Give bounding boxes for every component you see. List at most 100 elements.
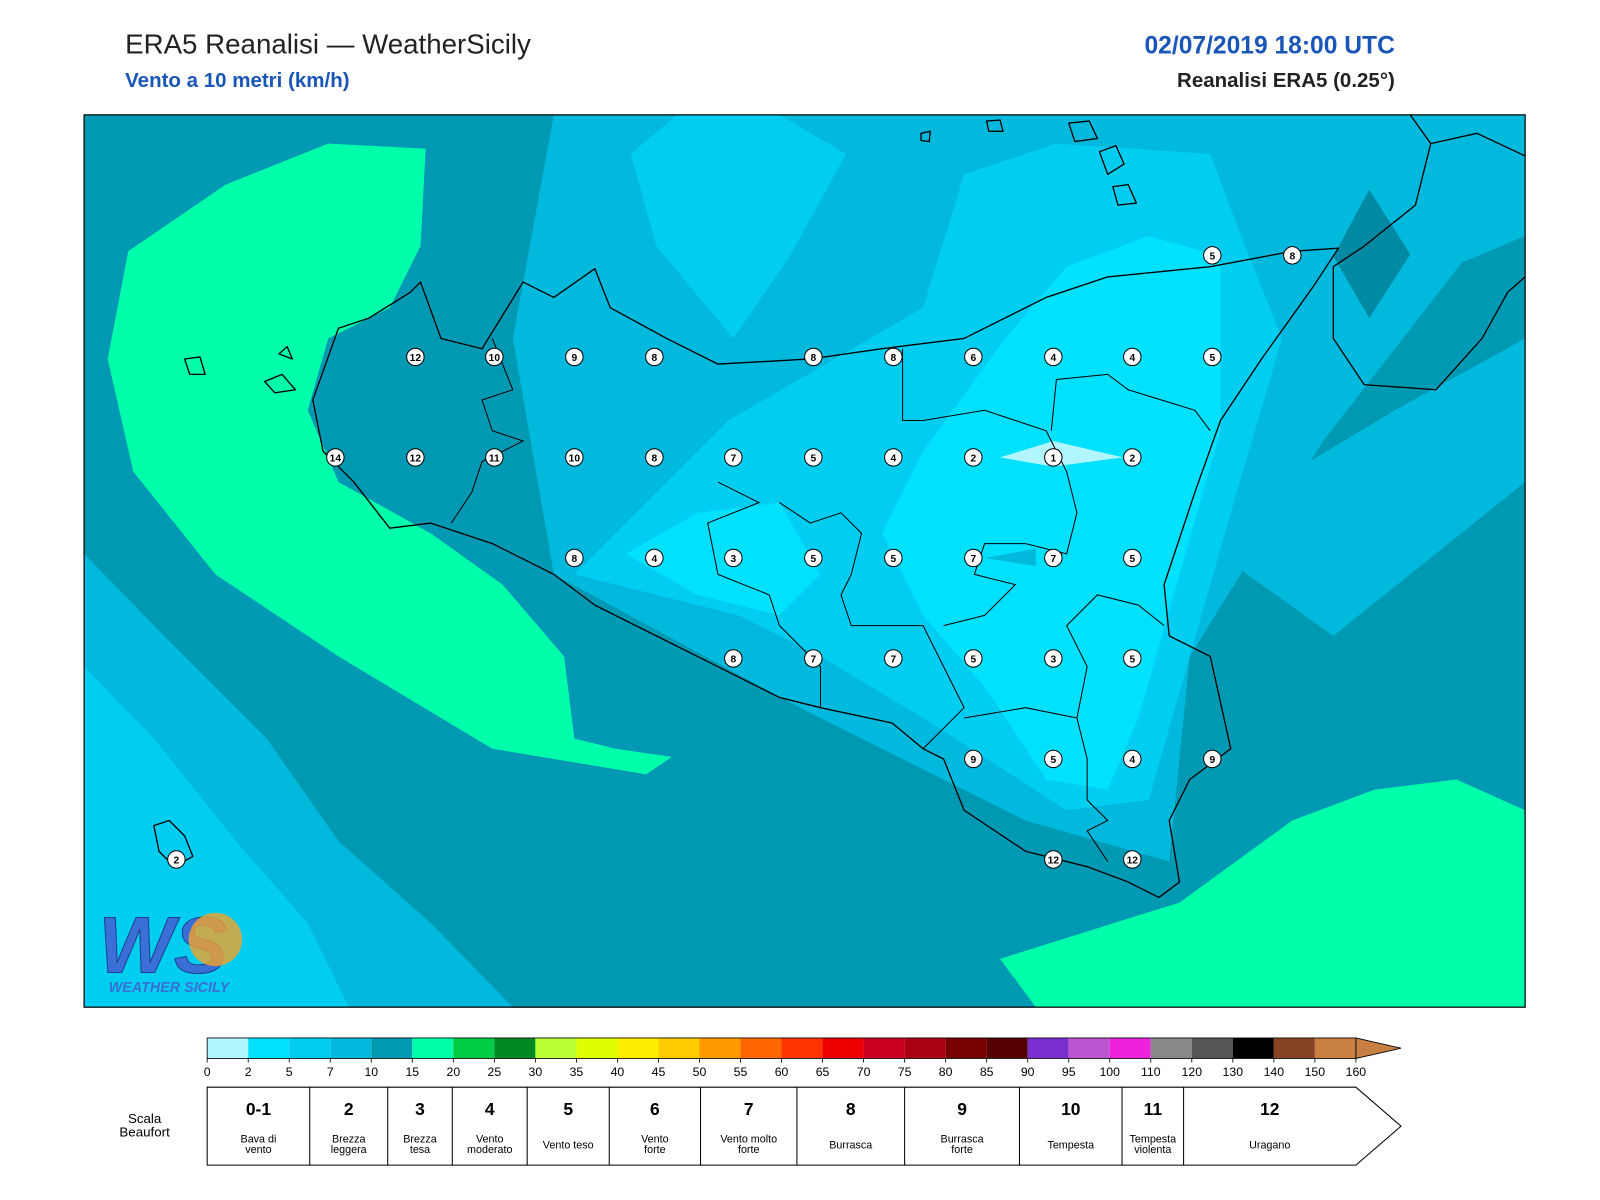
colorbar-tick-label: 7 bbox=[327, 1065, 334, 1079]
source: Reanalisi ERA5 (0.25°) bbox=[1177, 69, 1395, 92]
station-value: 1 bbox=[1050, 454, 1056, 465]
beaufort-force: 0-1 bbox=[246, 1099, 271, 1119]
station-marker bbox=[565, 548, 584, 568]
beaufort-force: 2 bbox=[344, 1099, 354, 1119]
beaufort-desc: Bava di bbox=[241, 1134, 277, 1146]
beaufort-desc: moderato bbox=[467, 1144, 512, 1156]
station-value: 4 bbox=[652, 554, 658, 565]
station-marker bbox=[485, 448, 504, 467]
station-value: 8 bbox=[810, 353, 816, 364]
beaufort-force: 11 bbox=[1144, 1099, 1163, 1119]
station-marker bbox=[1044, 448, 1063, 467]
colorbar-tick-label: 85 bbox=[980, 1065, 994, 1079]
colorbar-arrow bbox=[1355, 1037, 1402, 1059]
beaufort-desc: Tempesta bbox=[1130, 1134, 1177, 1146]
beaufort-force: 5 bbox=[563, 1099, 573, 1119]
station-value: 7 bbox=[890, 655, 896, 666]
station-marker bbox=[1044, 749, 1063, 769]
colorbar-segment bbox=[207, 1037, 249, 1059]
colorbar-tick-label: 70 bbox=[857, 1065, 871, 1079]
coastline-calabria bbox=[1332, 114, 1526, 391]
station-marker bbox=[964, 347, 983, 367]
colorbar-segment bbox=[576, 1037, 618, 1059]
beaufort-force: 8 bbox=[846, 1099, 856, 1119]
colorbar-tick-label: 100 bbox=[1099, 1065, 1120, 1079]
station-value: 2 bbox=[1129, 454, 1135, 465]
station-marker bbox=[884, 649, 903, 668]
beaufort-force: 6 bbox=[650, 1099, 660, 1119]
beaufort-desc: forte bbox=[644, 1144, 666, 1156]
station-marker bbox=[485, 347, 504, 367]
colorbar-segment bbox=[371, 1037, 413, 1059]
station-marker bbox=[565, 448, 584, 467]
beaufort-label: Scala bbox=[128, 1111, 162, 1126]
colorbar-tick-label: 20 bbox=[446, 1065, 460, 1079]
colorbar: 0 2 5 7 10 15 20 25 30 35 40 45 50 55 60 65 70 75 80 85 90 95… bbox=[204, 1037, 1402, 1079]
station-value: 5 bbox=[810, 454, 816, 465]
colorbar-tick-label: 120 bbox=[1182, 1065, 1203, 1079]
station-value: 9 bbox=[572, 353, 578, 364]
beaufort-force: 4 bbox=[485, 1099, 495, 1119]
station-marker bbox=[645, 347, 664, 367]
station-value: 8 bbox=[1289, 251, 1295, 262]
beaufort-desc: Burrasca bbox=[829, 1140, 872, 1152]
station-marker bbox=[1123, 448, 1142, 467]
field-5-7 bbox=[630, 114, 847, 339]
station-marker bbox=[1123, 649, 1142, 668]
colorbar-tick-label: 0 bbox=[204, 1065, 211, 1079]
station-marker bbox=[804, 649, 823, 668]
station-marker bbox=[1044, 850, 1063, 869]
beaufort-force: 3 bbox=[415, 1099, 425, 1119]
colorbar-segment bbox=[1191, 1037, 1233, 1059]
station-value: 12 bbox=[1127, 856, 1139, 867]
station-marker bbox=[1044, 548, 1063, 568]
colorbar-tick-label: 5 bbox=[286, 1065, 293, 1079]
station-value: 5 bbox=[1209, 251, 1215, 262]
colorbar-segment bbox=[658, 1037, 700, 1059]
station-value: 4 bbox=[1129, 353, 1135, 364]
field-2-5 bbox=[625, 502, 821, 616]
logo-text: WEATHER SICILY bbox=[109, 980, 231, 996]
colorbar-segment bbox=[822, 1037, 864, 1059]
stations: 5 812 10 9 8 8 8 6 4 4 514 12 11 10 8 7 5 4 2 1 28 4 3 5 5 7 7 58 7 7… bbox=[167, 246, 1302, 869]
colorbar-tick-label: 55 bbox=[734, 1065, 748, 1079]
colorbar-segment bbox=[904, 1037, 946, 1059]
station-marker bbox=[1203, 749, 1222, 769]
coastline-sicily bbox=[312, 247, 1340, 899]
station-marker bbox=[1123, 347, 1142, 367]
station-marker bbox=[804, 448, 823, 467]
station-marker bbox=[1203, 347, 1222, 367]
colorbar-tick-label: 110 bbox=[1141, 1065, 1161, 1079]
logo-sun bbox=[188, 912, 243, 967]
colorbar-segment bbox=[740, 1037, 782, 1059]
colorbar-segment bbox=[1314, 1037, 1356, 1059]
colorbar-tick-label: 80 bbox=[939, 1065, 953, 1079]
logo: WS WEATHER SICILY bbox=[98, 900, 243, 996]
station-value: 11 bbox=[489, 454, 500, 465]
station-value: 3 bbox=[730, 554, 736, 565]
colorbar-segment bbox=[1273, 1037, 1315, 1059]
beaufort-desc: tesa bbox=[410, 1144, 430, 1156]
colorbar-segment bbox=[289, 1037, 331, 1059]
station-value: 7 bbox=[730, 454, 736, 465]
station-marker bbox=[1203, 246, 1222, 265]
field-7-10 bbox=[984, 548, 1036, 567]
station-marker bbox=[1044, 649, 1063, 668]
datetime: 02/07/2019 18:00 UTC bbox=[1144, 32, 1395, 59]
province-borders bbox=[450, 338, 1211, 862]
colorbar-segment bbox=[1027, 1037, 1069, 1059]
beaufort-desc: Tempesta bbox=[1047, 1140, 1094, 1152]
station-marker bbox=[406, 448, 425, 467]
colorbar-tick-label: 40 bbox=[611, 1065, 625, 1079]
station-marker bbox=[167, 850, 186, 869]
title: ERA5 Reanalisi — WeatherSicily bbox=[125, 28, 531, 59]
station-marker bbox=[964, 649, 983, 668]
station-value: 3 bbox=[1050, 655, 1056, 666]
colorbar-tick-label: 35 bbox=[570, 1065, 584, 1079]
station-value: 8 bbox=[652, 454, 658, 465]
colorbar-tick-label: 2 bbox=[245, 1065, 252, 1079]
field-7-10 bbox=[1282, 114, 1526, 339]
station-marker bbox=[884, 448, 903, 467]
station-value: 5 bbox=[1129, 655, 1135, 666]
